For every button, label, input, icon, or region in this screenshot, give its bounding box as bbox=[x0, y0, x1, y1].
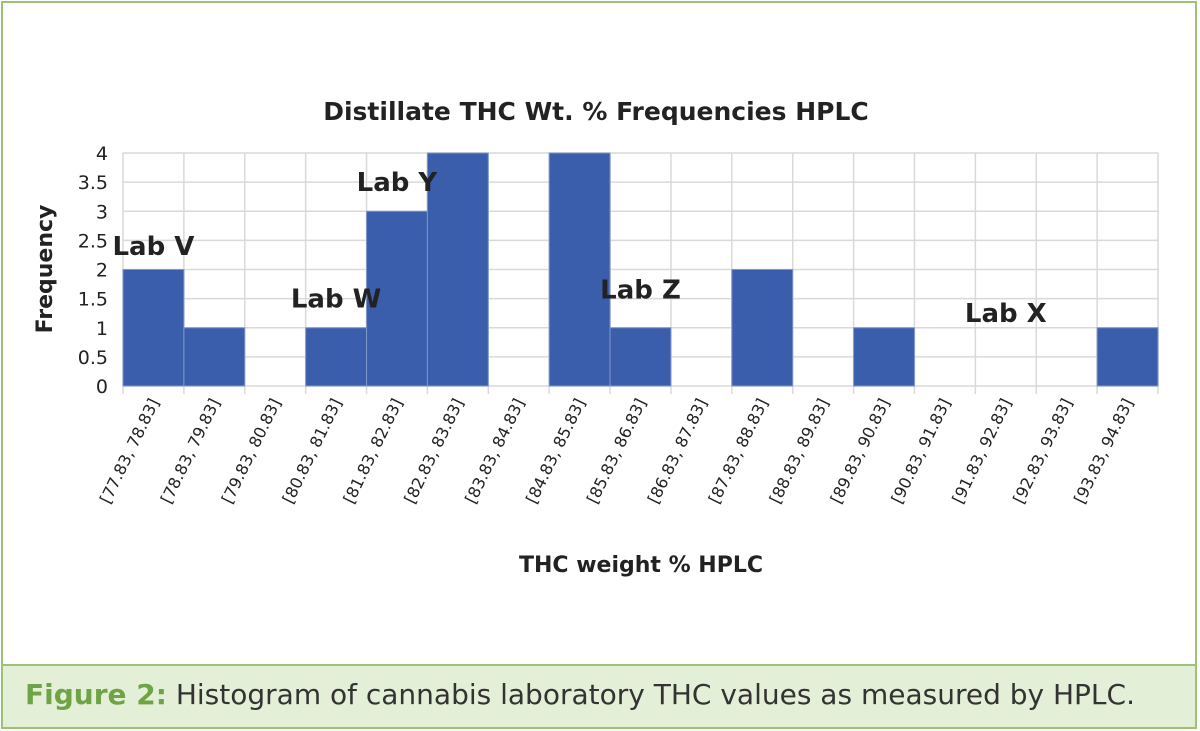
y-tick-label: 4 bbox=[96, 143, 108, 165]
y-axis-ticks: 0 0.5 1 1.5 2 2.5 3 3.5 4 bbox=[78, 143, 108, 398]
x-tick-label: [86.83, 87.83] bbox=[644, 395, 711, 506]
annotation-label: Lab X bbox=[965, 299, 1047, 329]
y-tick-label: 3.5 bbox=[78, 172, 108, 194]
x-tick-label: [83.83, 84.83] bbox=[461, 395, 528, 506]
x-tick-label: [81.83, 82.83] bbox=[339, 395, 406, 506]
bar-5 bbox=[426, 152, 489, 387]
x-tick-label: [80.83, 81.83] bbox=[279, 395, 346, 506]
x-tick-label: [85.83, 86.83] bbox=[583, 395, 650, 506]
x-tick-label: [89.83, 90.83] bbox=[826, 395, 893, 506]
x-tick-label: [78.83, 79.83] bbox=[157, 395, 224, 506]
annotation-label: Lab W bbox=[291, 284, 381, 314]
caption-bar: Figure 2: Histogram of cannabis laborato… bbox=[1, 664, 1197, 729]
y-tick-label: 2.5 bbox=[78, 230, 108, 252]
caption-label: Figure 2: bbox=[25, 678, 167, 711]
bars bbox=[122, 152, 1159, 387]
x-tick-label: [82.83, 83.83] bbox=[400, 395, 467, 506]
histogram-chart: Distillate THC Wt. % Frequencies HPLC 00… bbox=[33, 97, 1159, 578]
bar-4 bbox=[366, 210, 428, 387]
bar-12 bbox=[853, 327, 915, 387]
x-tick-label: [79.83, 80.83] bbox=[218, 395, 285, 506]
annotation-label: Lab V bbox=[112, 232, 194, 262]
y-tick-label: 2 bbox=[96, 260, 108, 282]
y-tick-label: 3 bbox=[96, 201, 108, 223]
bar-7 bbox=[548, 152, 611, 387]
figure-caption: Figure 2: Histogram of cannabis laborato… bbox=[25, 678, 1135, 711]
x-tick-label: [87.83, 88.83] bbox=[705, 395, 772, 506]
x-tick-label: [93.83, 94.83] bbox=[1070, 395, 1137, 506]
bar-1 bbox=[183, 327, 246, 387]
y-tick-label: 1 bbox=[96, 318, 108, 340]
x-axis-ticks: [77.83, 78.83][78.83, 79.83][79.83, 80.8… bbox=[96, 395, 1137, 506]
x-tick-label: [92.83, 93.83] bbox=[1009, 395, 1076, 506]
x-axis-label: THC weight % HPLC bbox=[519, 553, 763, 578]
annotation-label: Lab Z bbox=[600, 276, 681, 306]
bar-8 bbox=[609, 327, 672, 387]
caption-text: Histogram of cannabis laboratory THC val… bbox=[166, 678, 1135, 711]
bar-10 bbox=[731, 269, 794, 387]
x-tick-label: [88.83, 89.83] bbox=[766, 395, 833, 506]
chart-title: Distillate THC Wt. % Frequencies HPLC bbox=[323, 97, 869, 126]
x-tick-label: [91.83, 92.83] bbox=[948, 395, 1015, 506]
annotation-label: Lab Y bbox=[357, 168, 439, 198]
y-axis-label: Frequency bbox=[33, 205, 58, 334]
x-tick-label: [90.83, 91.83] bbox=[887, 395, 954, 506]
y-tick-label: 1.5 bbox=[78, 289, 108, 311]
x-tick-label: [77.83, 78.83] bbox=[96, 395, 163, 506]
lab-annotations: Lab V Lab W Lab Y Lab Z Lab X bbox=[112, 168, 1046, 329]
y-tick-label: 0 bbox=[96, 376, 108, 398]
x-tick-label: [84.83, 85.83] bbox=[522, 395, 589, 506]
y-tick-label: 0.5 bbox=[78, 347, 108, 369]
bar-0 bbox=[122, 269, 185, 387]
bar-16 bbox=[1096, 327, 1159, 387]
bar-3 bbox=[305, 327, 368, 387]
